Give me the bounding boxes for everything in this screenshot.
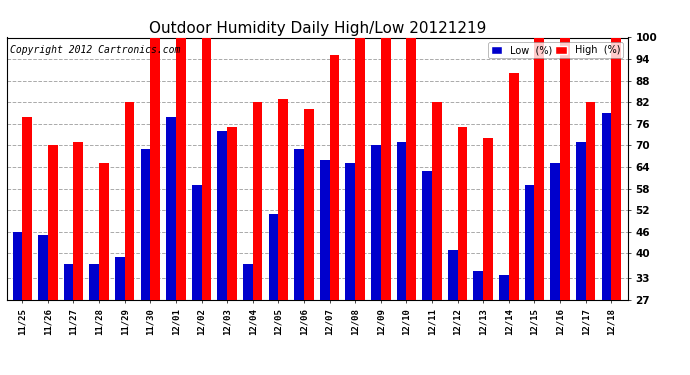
Bar [278,99,288,375]
Bar [381,38,391,375]
Bar [166,117,176,375]
Bar [243,264,253,375]
Bar [330,56,339,375]
Bar [560,38,570,375]
Bar [141,149,150,375]
Bar [611,38,621,375]
Bar [176,38,186,375]
Title: Outdoor Humidity Daily High/Low 20121219: Outdoor Humidity Daily High/Low 20121219 [149,21,486,36]
Bar [304,110,314,375]
Bar [217,131,227,375]
Bar [483,138,493,375]
Bar [448,250,457,375]
Bar [576,142,586,375]
Bar [268,214,278,375]
Bar [38,235,48,375]
Bar [602,113,611,375]
Text: Copyright 2012 Cartronics.com: Copyright 2012 Cartronics.com [10,45,180,56]
Bar [150,38,160,375]
Bar [192,185,201,375]
Legend: Low  (%), High  (%): Low (%), High (%) [488,42,623,58]
Bar [509,74,519,375]
Bar [355,38,365,375]
Bar [473,271,483,375]
Bar [524,185,535,375]
Bar [99,164,109,375]
Bar [125,102,135,375]
Bar [22,117,32,375]
Bar [535,38,544,375]
Bar [115,257,125,375]
Bar [253,102,262,375]
Bar [90,264,99,375]
Bar [397,142,406,375]
Bar [294,149,304,375]
Bar [201,38,211,375]
Bar [73,142,83,375]
Bar [371,146,381,375]
Bar [63,264,73,375]
Bar [457,128,467,375]
Bar [346,164,355,375]
Bar [551,164,560,375]
Bar [320,160,330,375]
Bar [499,275,509,375]
Bar [48,146,57,375]
Bar [12,232,22,375]
Bar [432,102,442,375]
Bar [586,102,595,375]
Bar [227,128,237,375]
Bar [422,171,432,375]
Bar [406,38,416,375]
